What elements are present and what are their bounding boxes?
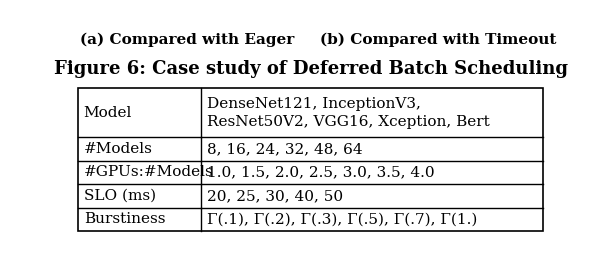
Text: 1.0, 1.5, 2.0, 2.5, 3.0, 3.5, 4.0: 1.0, 1.5, 2.0, 2.5, 3.0, 3.5, 4.0	[207, 166, 435, 179]
Text: Model: Model	[84, 106, 132, 119]
Text: Burstiness: Burstiness	[84, 212, 165, 226]
Text: #Models: #Models	[84, 142, 153, 156]
Text: 8, 16, 24, 32, 48, 64: 8, 16, 24, 32, 48, 64	[207, 142, 362, 156]
Text: (b) Compared with Timeout: (b) Compared with Timeout	[320, 32, 556, 47]
Text: 20, 25, 30, 40, 50: 20, 25, 30, 40, 50	[207, 189, 343, 203]
Bar	[78, 88, 543, 231]
Text: #GPUs:#Models: #GPUs:#Models	[84, 166, 213, 179]
Text: Γ(.1), Γ(.2), Γ(.3), Γ(.5), Γ(.7), Γ(1.): Γ(.1), Γ(.2), Γ(.3), Γ(.5), Γ(.7), Γ(1.)	[207, 212, 478, 226]
Text: DenseNet121, InceptionV3,
ResNet50V2, VGG16, Xception, Bert: DenseNet121, InceptionV3, ResNet50V2, VG…	[207, 97, 490, 128]
Text: SLO (ms): SLO (ms)	[84, 189, 156, 203]
Text: (a) Compared with Eager: (a) Compared with Eager	[81, 32, 295, 47]
Text: Figure 6: Case study of Deferred Batch Scheduling: Figure 6: Case study of Deferred Batch S…	[53, 60, 568, 78]
